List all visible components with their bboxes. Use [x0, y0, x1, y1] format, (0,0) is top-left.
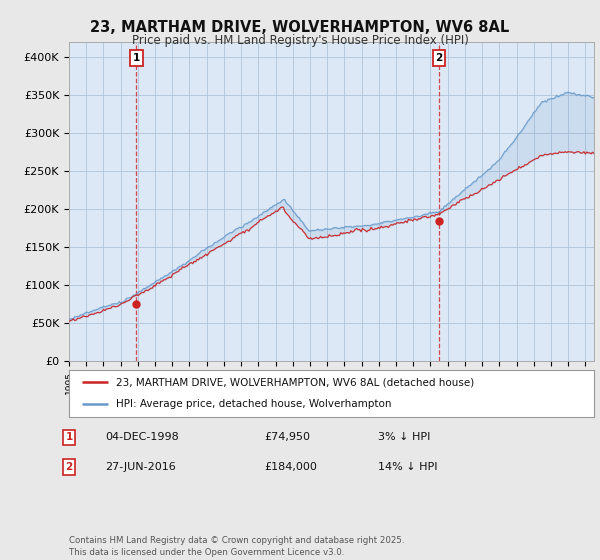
Text: 1: 1: [65, 432, 73, 442]
Text: 14% ↓ HPI: 14% ↓ HPI: [378, 462, 437, 472]
Text: 04-DEC-1998: 04-DEC-1998: [105, 432, 179, 442]
Text: 27-JUN-2016: 27-JUN-2016: [105, 462, 176, 472]
Text: Contains HM Land Registry data © Crown copyright and database right 2025.
This d: Contains HM Land Registry data © Crown c…: [69, 536, 404, 557]
Text: £74,950: £74,950: [264, 432, 310, 442]
Text: 23, MARTHAM DRIVE, WOLVERHAMPTON, WV6 8AL (detached house): 23, MARTHAM DRIVE, WOLVERHAMPTON, WV6 8A…: [116, 377, 475, 388]
Text: HPI: Average price, detached house, Wolverhampton: HPI: Average price, detached house, Wolv…: [116, 399, 392, 409]
Text: 1: 1: [133, 53, 140, 63]
Text: Price paid vs. HM Land Registry's House Price Index (HPI): Price paid vs. HM Land Registry's House …: [131, 34, 469, 46]
Text: 23, MARTHAM DRIVE, WOLVERHAMPTON, WV6 8AL: 23, MARTHAM DRIVE, WOLVERHAMPTON, WV6 8A…: [91, 20, 509, 35]
Text: £184,000: £184,000: [264, 462, 317, 472]
Text: 3% ↓ HPI: 3% ↓ HPI: [378, 432, 430, 442]
Text: 2: 2: [435, 53, 443, 63]
Text: 2: 2: [65, 462, 73, 472]
